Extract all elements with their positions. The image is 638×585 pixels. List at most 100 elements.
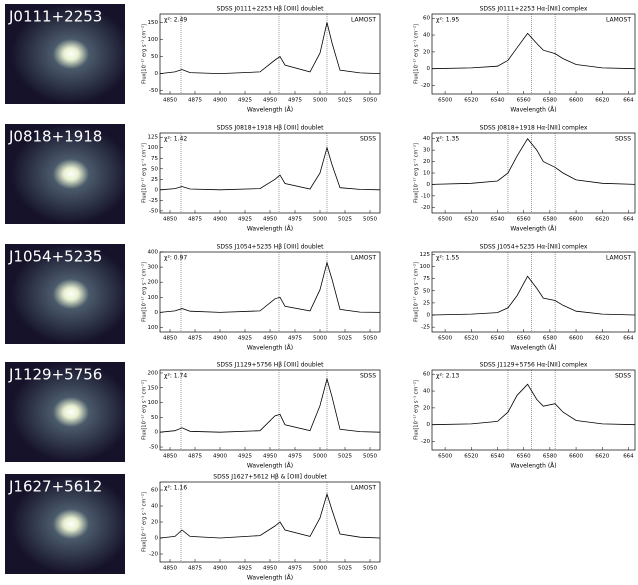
x-tick-label: 6540 (490, 336, 504, 342)
object-label: J0818+1918 (8, 128, 102, 146)
x-tick-label: 4850 (163, 336, 177, 342)
x-tick-label: 6520 (464, 98, 478, 104)
y-tick-label: -10 (421, 193, 430, 199)
y-tick-label: 10 (423, 171, 430, 177)
y-tick-label: 25 (151, 177, 158, 183)
x-tick-label: 5000 (313, 336, 327, 342)
x-tick-label: 4850 (163, 98, 177, 104)
y-axis-label: Flux[10⁻¹⁷ erg s⁻¹ cm⁻²] (414, 262, 420, 322)
x-tick-label: 4925 (238, 566, 252, 572)
x-tick-label: 4975 (288, 454, 302, 460)
x-tick-label: 4875 (188, 454, 202, 460)
x-tick-label: 6620 (595, 217, 609, 223)
y-tick-label: 25 (423, 300, 430, 306)
x-tick-label: 4925 (238, 454, 252, 460)
y-tick-label: 40 (423, 33, 430, 39)
x-tick-label: 4975 (288, 98, 302, 104)
x-tick-label: 4950 (263, 566, 277, 572)
plot-frame (159, 13, 381, 95)
y-tick-label: 400 (148, 250, 159, 256)
y-tick-label: 200 (148, 370, 159, 376)
x-tick-label: 5025 (338, 98, 352, 104)
x-tick-label: 6620 (595, 454, 609, 460)
y-axis-label: Flux[10⁻¹⁷ erg s⁻¹ cm⁻²] (414, 143, 420, 203)
x-tick-label: 4975 (288, 336, 302, 342)
chi-square: χ²: 2.13 (436, 373, 459, 380)
x-tick-label: 6520 (464, 217, 478, 223)
plot-frame (431, 132, 636, 214)
survey-label: LAMOST (351, 255, 376, 262)
y-tick-label: 0 (155, 71, 159, 77)
x-tick-label: 6620 (595, 98, 609, 104)
x-axis-label: Wavelength (Å) (247, 345, 293, 352)
chi-square: χ²: 1.55 (436, 255, 459, 262)
object-label: J1627+5612 (8, 478, 102, 496)
x-tick-label: 4900 (213, 336, 227, 342)
x-tick-label: 4850 (163, 217, 177, 223)
x-axis-label: Wavelength (Å) (510, 345, 556, 352)
x-tick-label: 5000 (313, 454, 327, 460)
y-tick-label: 20 (423, 405, 430, 411)
y-tick-label: 40 (423, 136, 430, 142)
x-tick-label: 6500 (438, 98, 452, 104)
x-tick-label: 6520 (464, 336, 478, 342)
x-tick-label: 6580 (543, 454, 557, 460)
survey-label: LAMOST (351, 485, 376, 492)
y-axis-label: Flux[10⁻¹⁷ erg s⁻¹ cm⁻²] (142, 24, 148, 84)
x-tick-label: 6520 (464, 454, 478, 460)
x-tick-label: 4925 (238, 217, 252, 223)
survey-label: SDSS (360, 136, 376, 143)
chi-square: χ²: 2.49 (164, 17, 187, 24)
x-axis-label: Wavelength (Å) (247, 107, 293, 114)
x-axis-label: Wavelength (Å) (247, 226, 293, 233)
spectrum-line (431, 383, 636, 426)
x-axis-label: Wavelength (Å) (510, 226, 556, 233)
survey-label: LAMOST (351, 17, 376, 24)
y-tick-label: -20 (421, 205, 430, 211)
survey-label: LAMOST (606, 17, 631, 24)
y-tick-label: 100 (420, 264, 431, 270)
chart-title: SDSS J1054+5235 Hβ [OIII] doublet (217, 244, 325, 251)
y-tick-label: 50 (423, 288, 430, 294)
chart-title: SDSS J0111+2253 Hα-[NII] complex (480, 6, 588, 13)
y-tick-label: 0 (427, 182, 431, 188)
x-tick-label: 4900 (213, 98, 227, 104)
chart-title: SDSS J0818+1918 Hβ [OIII] doublet (217, 125, 325, 132)
x-tick-label: 4900 (213, 217, 227, 223)
x-tick-label: 4925 (238, 98, 252, 104)
x-tick-label: 5050 (363, 336, 377, 342)
y-axis-label: Flux[10⁻¹⁷ erg s⁻¹ cm⁻²] (142, 143, 148, 203)
x-tick-label: 664 (623, 98, 634, 104)
x-tick-label: 6560 (517, 217, 531, 223)
y-axis-label: Flux[10⁻¹⁷ erg s⁻¹ cm⁻²] (414, 380, 420, 440)
y-tick-label: -20 (421, 439, 430, 445)
spectrum-line (431, 138, 636, 185)
spectrum-line (431, 275, 636, 316)
spectrum-line (159, 261, 381, 313)
y-tick-label: 40 (151, 504, 158, 510)
x-tick-label: 6600 (569, 217, 583, 223)
survey-label: SDSS (615, 373, 631, 380)
chi-square: χ²: 1.42 (164, 136, 187, 143)
plot-frame (431, 369, 636, 451)
y-tick-label: 60 (423, 16, 430, 22)
x-tick-label: 5000 (313, 566, 327, 572)
plot-frame (159, 481, 381, 563)
x-tick-label: 6560 (517, 336, 531, 342)
y-axis-label: Flux[10⁻¹⁷ erg s⁻¹ cm⁻²] (414, 24, 420, 84)
y-tick-label: -50 (149, 208, 158, 214)
y-tick-label: 150 (148, 385, 159, 391)
chart-title: SDSS J1129+5756 Hα-[NII] complex (480, 362, 588, 369)
y-tick-label: -25 (149, 198, 158, 204)
y-tick-label: 150 (148, 20, 159, 26)
x-tick-label: 4900 (213, 566, 227, 572)
y-tick-label: 100 (148, 37, 159, 43)
chi-square: χ²: 1.35 (436, 136, 459, 143)
galaxy-image (5, 362, 125, 462)
chi-square: χ²: 1.95 (436, 17, 459, 24)
survey-label: SDSS (615, 136, 631, 143)
y-tick-label: 200 (148, 280, 159, 286)
y-tick-label: -50 (149, 445, 158, 451)
x-tick-label: 4875 (188, 336, 202, 342)
x-axis-label: Wavelength (Å) (510, 463, 556, 470)
